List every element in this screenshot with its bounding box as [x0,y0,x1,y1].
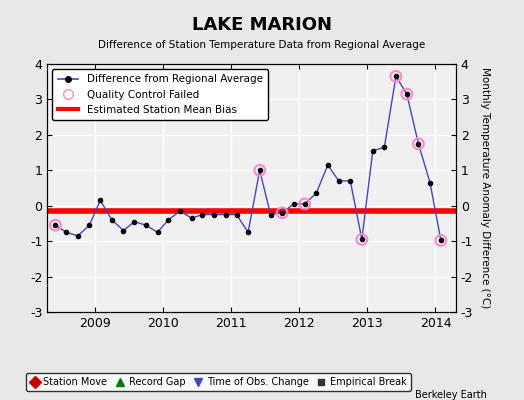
Point [414,140,423,147]
Text: LAKE MARION: LAKE MARION [192,16,332,34]
Point [278,210,286,216]
Point [392,73,400,80]
Legend: Difference from Regional Average, Quality Control Failed, Estimated Station Mean: Difference from Regional Average, Qualit… [52,69,268,120]
Point [51,222,60,228]
Text: Berkeley Earth: Berkeley Earth [416,390,487,400]
Point [358,236,366,242]
Y-axis label: Monthly Temperature Anomaly Difference (°C): Monthly Temperature Anomaly Difference (… [480,67,490,309]
Legend: Station Move, Record Gap, Time of Obs. Change, Empirical Break: Station Move, Record Gap, Time of Obs. C… [26,373,411,391]
Point [402,91,411,97]
Point [300,201,309,207]
Point [256,167,264,174]
Point [436,237,445,244]
Text: Difference of Station Temperature Data from Regional Average: Difference of Station Temperature Data f… [99,40,425,50]
